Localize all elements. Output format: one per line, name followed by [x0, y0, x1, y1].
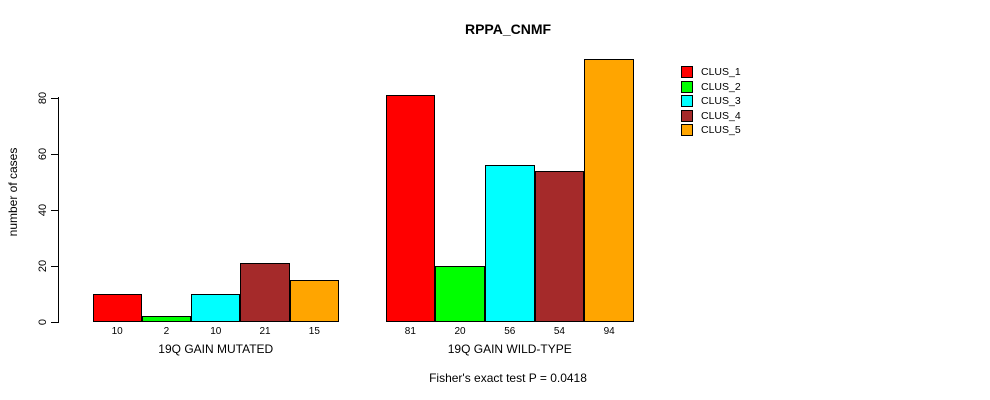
bar-count-label: 2: [163, 326, 170, 337]
y-tick-label: 20: [37, 259, 49, 273]
legend-label: CLUS_2: [701, 80, 741, 93]
y-tick-mark: [51, 98, 58, 99]
legend-item-clus_3: CLUS_3: [681, 94, 741, 108]
bar-count-label: 20: [454, 326, 466, 337]
legend-swatch-icon: [681, 109, 693, 122]
group-label: 19Q GAIN MUTATED: [158, 342, 274, 356]
bar-count-label: 21: [259, 326, 271, 337]
bar-count-label: 10: [111, 326, 123, 337]
y-tick-label: 40: [37, 203, 49, 217]
bar-clus_5: [584, 59, 634, 322]
fisher-test-note: Fisher's exact test P = 0.0418: [429, 371, 587, 385]
y-tick-label: 80: [37, 91, 49, 105]
bar-clus_2: [435, 266, 485, 322]
bar-clus_3: [484, 165, 535, 322]
legend-item-clus_2: CLUS_2: [681, 80, 741, 94]
group-label: 19Q GAIN WILD-TYPE: [447, 342, 572, 356]
bar-clus_5: [289, 280, 339, 322]
bar-count-label: 10: [210, 326, 222, 337]
legend-swatch-icon: [681, 80, 693, 93]
y-tick-mark: [51, 210, 58, 211]
legend-swatch-icon: [681, 66, 693, 78]
bar-clus_4: [240, 263, 290, 322]
bar-count-label: 81: [404, 326, 416, 337]
bar-count-label: 56: [504, 326, 516, 337]
y-tick-mark: [51, 154, 58, 155]
legend-label: CLUS_1: [701, 66, 741, 78]
y-tick-mark: [51, 266, 58, 267]
bar-clus_1: [92, 294, 142, 322]
y-axis-title: number of cases: [6, 147, 20, 237]
bar-count-label: 94: [603, 326, 615, 337]
legend-label: CLUS_3: [701, 95, 741, 107]
bar-count-label: 54: [553, 326, 565, 337]
legend-label: CLUS_4: [701, 109, 741, 122]
legend-swatch-icon: [681, 124, 693, 136]
bar-clus_1: [385, 95, 436, 322]
legend-item-clus_5: CLUS_5: [681, 123, 741, 137]
y-tick-mark: [51, 322, 58, 323]
y-tick-label: 0: [37, 318, 49, 326]
bar-clus_2: [141, 316, 192, 322]
bar-clus_3: [191, 294, 241, 322]
bar-clus_4: [534, 171, 585, 322]
y-tick-label: 60: [37, 147, 49, 161]
legend-swatch-icon: [681, 95, 693, 107]
legend-item-clus_4: CLUS_4: [681, 109, 741, 123]
legend-item-clus_1: CLUS_1: [681, 65, 741, 79]
legend-label: CLUS_5: [701, 124, 741, 136]
y-axis-line: [58, 97, 59, 323]
bar-count-label: 15: [308, 326, 320, 337]
chart-title: RPPA_CNMF: [464, 21, 552, 37]
